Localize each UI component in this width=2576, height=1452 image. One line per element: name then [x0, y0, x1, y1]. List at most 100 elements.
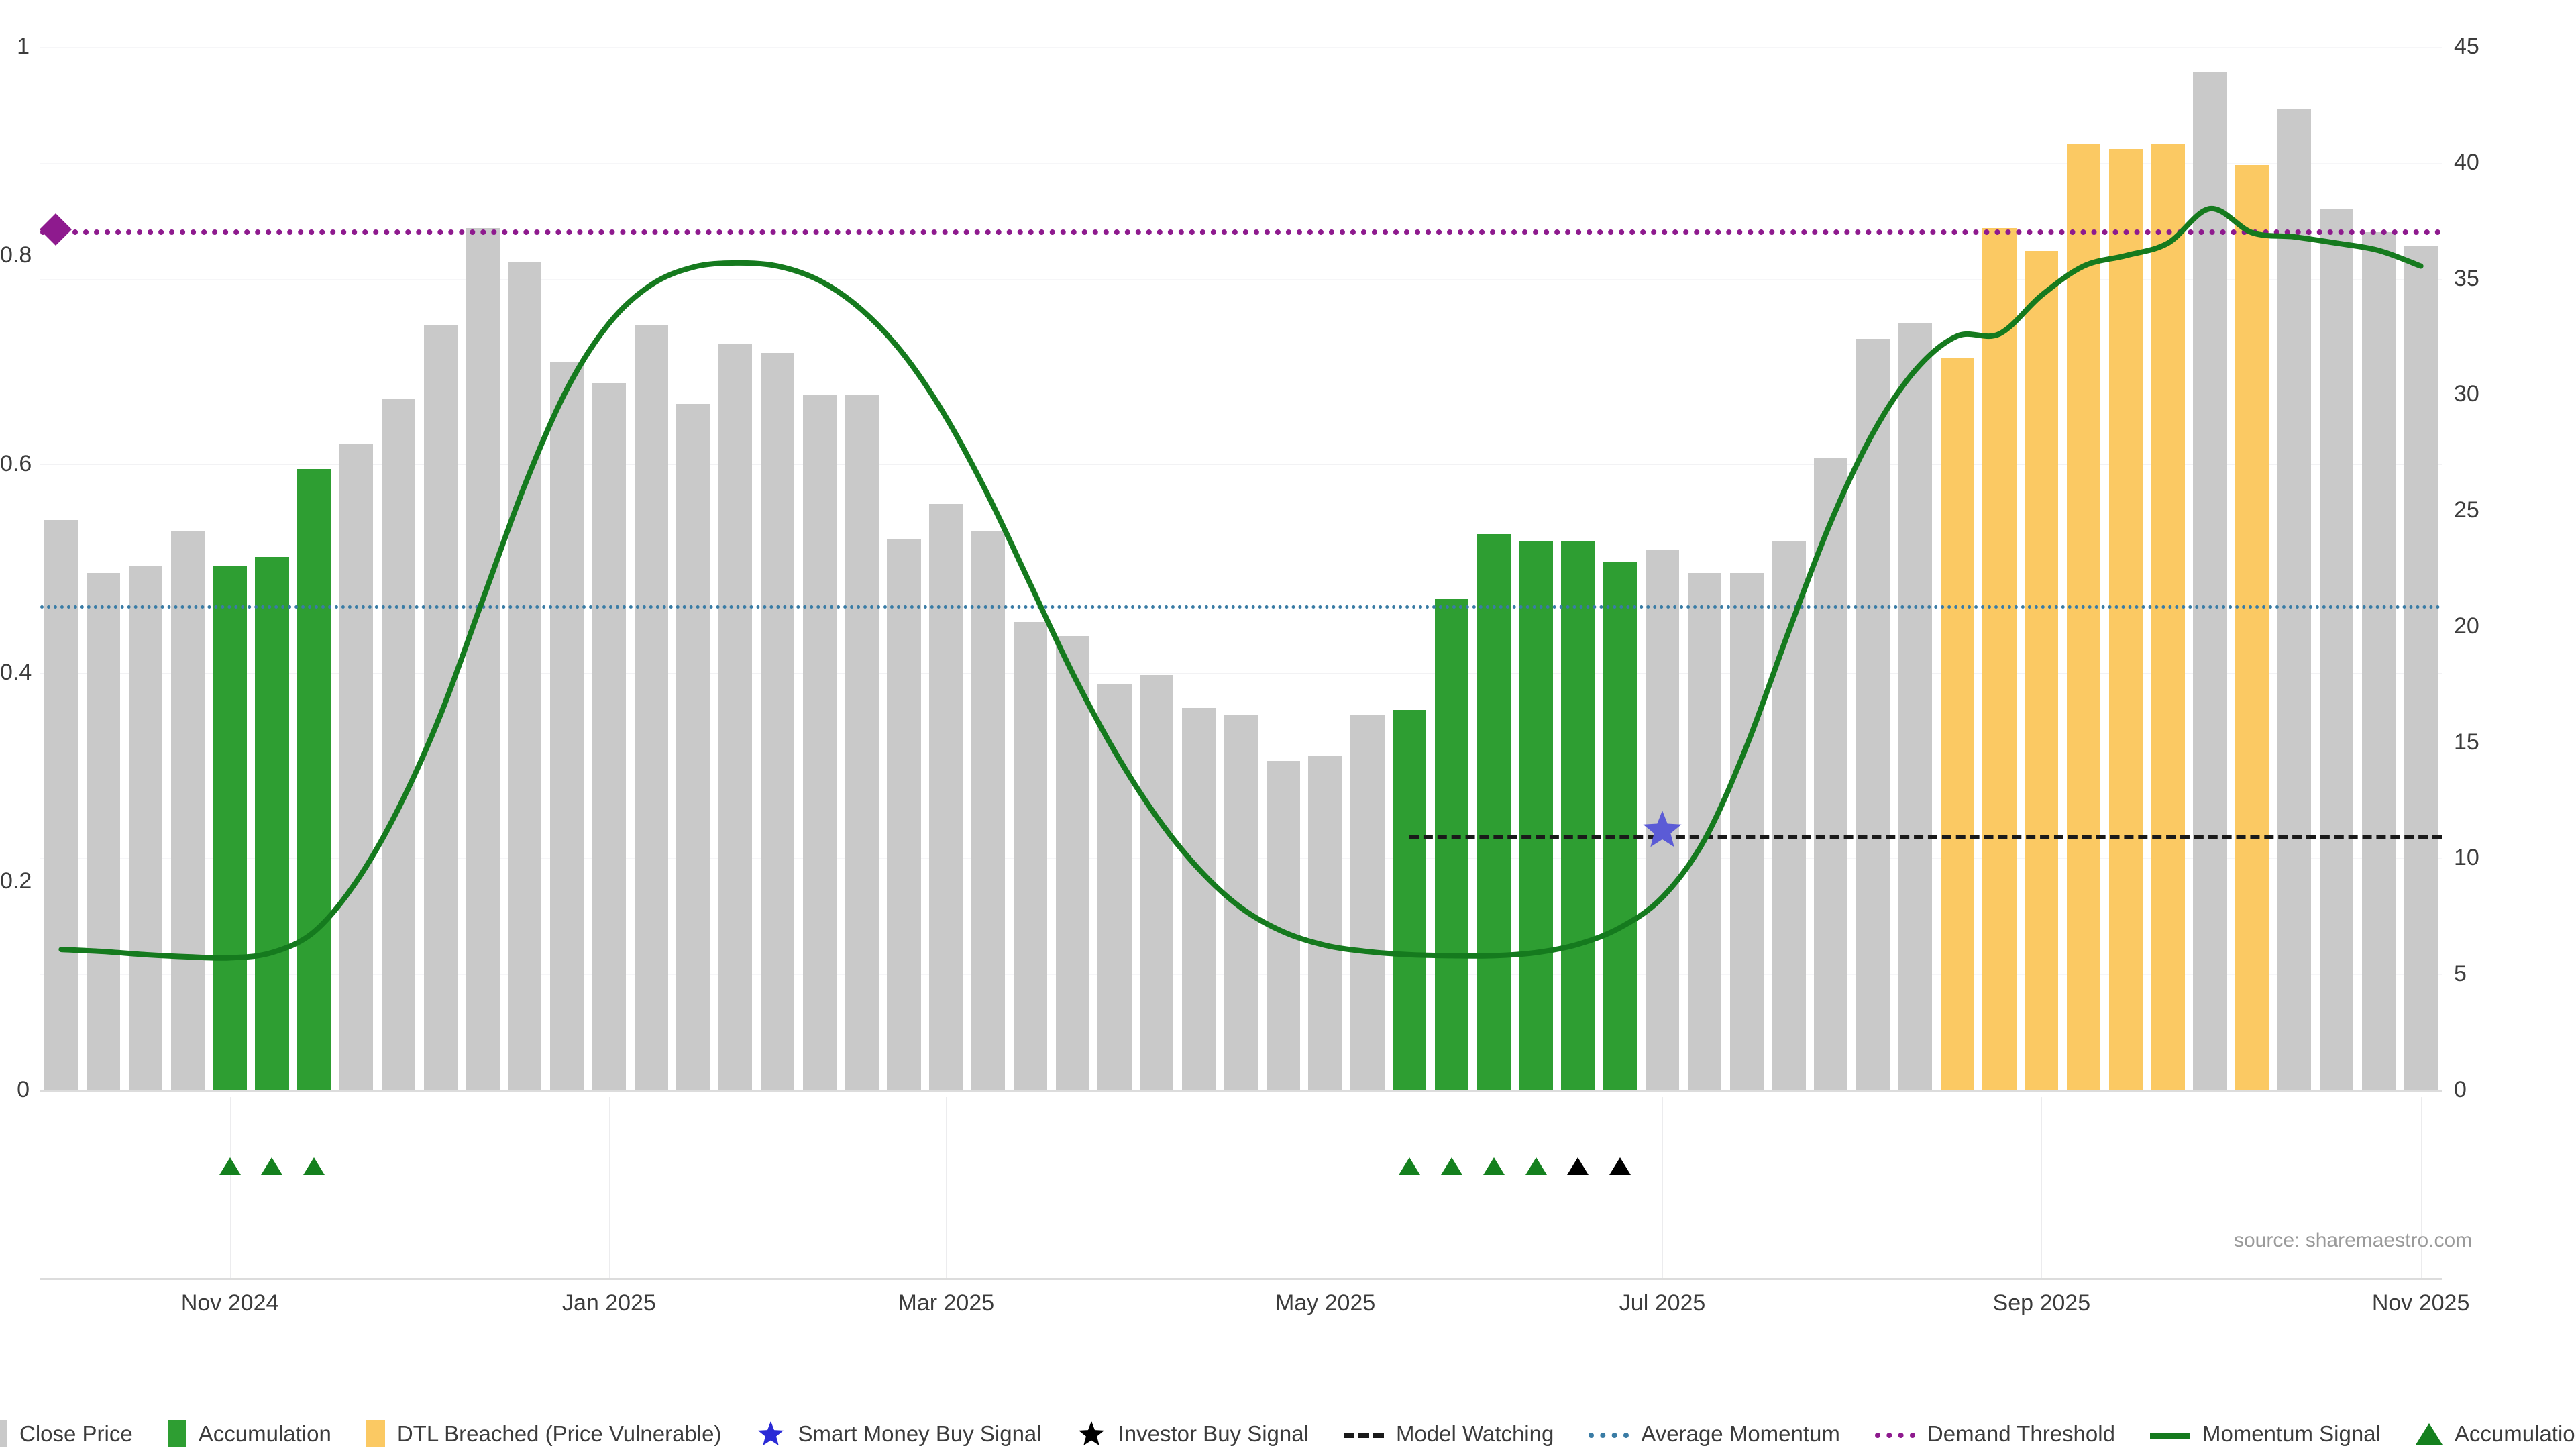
legend-item[interactable]: Investor Buy Signal [1077, 1419, 1309, 1449]
bar-close-price[interactable] [339, 443, 374, 1090]
bar-accumulation[interactable] [1477, 533, 1511, 1090]
x-axis-tickmark [946, 1097, 947, 1278]
x-axis-tick-label: Jul 2025 [1619, 1290, 1706, 1316]
bar-close-price[interactable] [845, 395, 879, 1090]
bar-accumulation[interactable] [213, 566, 247, 1090]
model-watching-dash-icon [1343, 1433, 1384, 1438]
bar-close-price[interactable] [929, 503, 963, 1090]
smart-money-buy-signal-star-icon[interactable] [1639, 807, 1686, 854]
legend-item[interactable]: Model Watching [1343, 1421, 1554, 1447]
accumulation-triangle-icon [2415, 1423, 2443, 1445]
y-axis-right-tick: 35 [2454, 265, 2479, 291]
bar-close-price[interactable] [1013, 621, 1048, 1090]
bar-close-price[interactable] [1308, 756, 1342, 1090]
hline-average-momentum [40, 605, 2442, 609]
bar-close-price[interactable] [718, 344, 753, 1090]
bar-dtl-breached[interactable] [1940, 358, 1974, 1090]
plot-area [39, 47, 2442, 1092]
momentum-signal-line [58, 206, 2424, 961]
bar-close-price[interactable] [87, 573, 121, 1090]
x-axis-tickmark [2041, 1097, 2043, 1278]
legend-item[interactable]: DTL Breached (Price Vulnerable) [366, 1420, 722, 1447]
accumulation-triangle-icon [1399, 1157, 1421, 1175]
legend-item[interactable]: Close Price [0, 1420, 133, 1447]
x-axis-tick-label: May 2025 [1275, 1290, 1376, 1316]
bar-close-price[interactable] [2193, 72, 2227, 1090]
bar-close-price[interactable] [1729, 573, 1764, 1090]
bar-close-price[interactable] [802, 395, 837, 1090]
accumulation-swatch [167, 1420, 186, 1447]
y-axis-right-tick: 15 [2454, 729, 2479, 755]
bar-dtl-breached[interactable] [2025, 251, 2059, 1090]
legend-item[interactable]: Demand Threshold [1874, 1421, 2115, 1447]
bar-close-price[interactable] [381, 399, 415, 1090]
bar-close-price[interactable] [1856, 339, 1890, 1090]
bar-close-price[interactable] [2319, 209, 2354, 1090]
bar-close-price[interactable] [676, 404, 710, 1090]
bar-close-price[interactable] [170, 531, 205, 1090]
bar-close-price[interactable] [1140, 675, 1174, 1090]
bar-close-price[interactable] [2361, 232, 2396, 1090]
x-axis-tickmark [608, 1097, 610, 1278]
legend-item[interactable]: Smart Money Buy Signal [756, 1419, 1042, 1449]
bar-dtl-breached[interactable] [2151, 144, 2185, 1090]
y-axis-right-tick: 0 [2454, 1077, 2467, 1102]
y-axis-right-tick: 10 [2454, 845, 2479, 871]
x-axis-tickmark [229, 1097, 231, 1278]
legend-item-label: DTL Breached (Price Vulnerable) [396, 1421, 722, 1446]
chart-legend: Close Price Accumulation DTL Breached (Pri… [0, 1419, 2576, 1449]
legend-item-label: Average Momentum [1641, 1421, 1840, 1446]
legend-item[interactable]: Average Momentum [1589, 1421, 1840, 1447]
bar-close-price[interactable] [2404, 246, 2438, 1090]
bar-close-price[interactable] [761, 353, 795, 1090]
bar-close-price[interactable] [887, 538, 921, 1090]
close-price-swatch [0, 1420, 7, 1447]
bar-close-price[interactable] [466, 227, 500, 1090]
bar-close-price[interactable] [44, 519, 78, 1090]
legend-item[interactable]: Accumulation [167, 1420, 331, 1447]
bar-close-price[interactable] [592, 383, 626, 1090]
y-axis-left-tick: 0 [17, 1077, 30, 1102]
hline-demand-threshold [40, 229, 2442, 236]
bar-close-price[interactable] [971, 531, 1006, 1090]
bar-close-price[interactable] [1814, 457, 1848, 1090]
x-axis-tick-label: Jan 2025 [561, 1290, 656, 1316]
source-note: source: sharemaestro.com [2234, 1229, 2473, 1251]
legend-item[interactable]: Accumulation [2415, 1421, 2576, 1447]
demand-threshold-dot-icon [1874, 1433, 1915, 1438]
x-axis-tick-label: Nov 2025 [2371, 1290, 2470, 1316]
bar-accumulation[interactable] [1434, 599, 1469, 1090]
bar-close-price[interactable] [1055, 635, 1089, 1090]
bar-accumulation[interactable] [1603, 562, 1638, 1090]
bar-close-price[interactable] [128, 566, 163, 1090]
bar-dtl-breached[interactable] [1982, 227, 2017, 1090]
bar-close-price[interactable] [1898, 323, 1933, 1090]
accumulation-triangle-icon [261, 1157, 283, 1175]
gridline-minor [40, 162, 2442, 164]
bar-close-price[interactable] [634, 325, 668, 1090]
bar-accumulation[interactable] [1519, 541, 1553, 1090]
bar-close-price[interactable] [1350, 715, 1385, 1090]
smart-money-star-icon [756, 1419, 786, 1449]
bar-close-price[interactable] [1687, 573, 1721, 1090]
x-axis-line [40, 1278, 2442, 1280]
bar-dtl-breached[interactable] [2067, 144, 2101, 1090]
bar-close-price[interactable] [2277, 109, 2312, 1090]
average-momentum-dot-icon [1589, 1433, 1629, 1438]
bar-close-price[interactable] [508, 262, 542, 1090]
bar-accumulation[interactable] [1393, 710, 1427, 1090]
bar-dtl-breached[interactable] [2108, 149, 2143, 1090]
x-axis-tick-label: Nov 2024 [180, 1290, 279, 1316]
bar-accumulation[interactable] [255, 557, 289, 1090]
legend-item[interactable]: Momentum Signal [2149, 1421, 2381, 1447]
bar-close-price[interactable] [549, 362, 584, 1090]
bar-close-price[interactable] [1224, 715, 1258, 1090]
x-axis-tickmark [2420, 1097, 2422, 1278]
bar-accumulation[interactable] [297, 468, 331, 1090]
bar-close-price[interactable] [1182, 707, 1216, 1090]
plot-baseline [40, 1090, 2442, 1092]
dtl-breached-swatch [366, 1420, 385, 1447]
bar-dtl-breached[interactable] [2235, 165, 2269, 1090]
bar-accumulation[interactable] [1561, 541, 1595, 1090]
